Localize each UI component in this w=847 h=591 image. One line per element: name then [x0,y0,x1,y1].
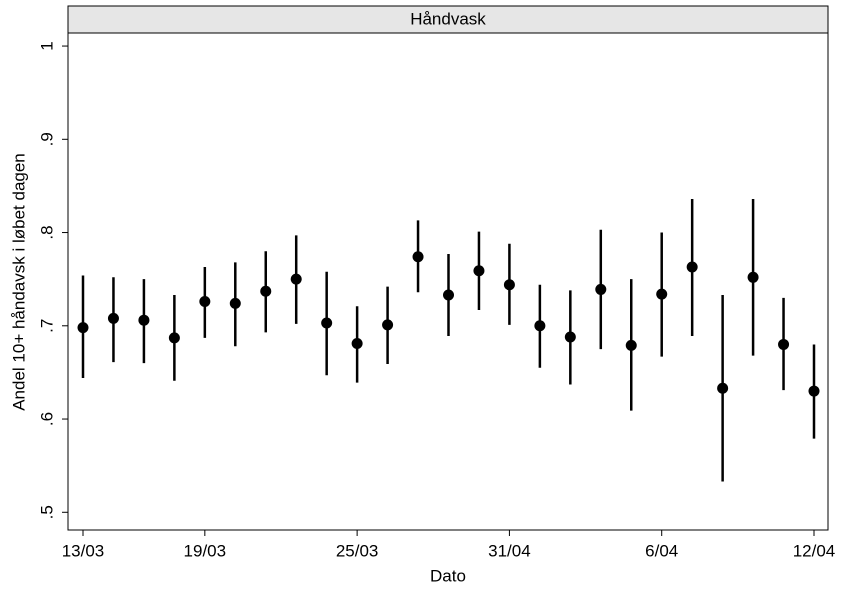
y-tick-label: .9 [37,132,56,146]
point [382,319,394,331]
point [717,382,729,394]
x-axis-label: Dato [430,566,466,585]
y-tick-label: .7 [37,319,56,333]
point [778,338,790,350]
point [138,314,150,326]
x-tick-label: 6/04 [645,541,678,560]
point [808,385,820,397]
x-tick-label: 25/03 [336,541,379,560]
point [229,297,241,309]
chart-title: Håndvask [410,9,486,28]
point [351,338,363,350]
plot-frame [67,32,829,531]
y-tick-label: .5 [37,505,56,519]
point [747,271,759,283]
point [199,296,211,308]
y-tick-label: 1 [37,41,56,50]
point [168,332,180,344]
x-tick-label: 19/03 [184,541,227,560]
point [625,339,637,351]
point [564,331,576,343]
x-tick-label: 12/04 [793,541,836,560]
point [686,261,698,273]
point [443,289,454,301]
point [412,251,424,263]
point [77,322,89,334]
point [595,283,607,295]
y-tick-label: .6 [37,412,56,426]
point [473,265,485,277]
point [260,285,272,297]
point [534,320,546,332]
point [290,273,302,285]
y-tick-label: .8 [37,225,56,239]
panel-header [67,5,829,34]
point [107,312,119,324]
point [503,279,515,291]
x-tick-label: 31/04 [488,541,531,560]
point [656,288,668,300]
y-axis-label: Andel 10+ håndavsk i løbet dagen [9,153,28,411]
point [321,317,333,329]
x-tick-label: 13/03 [62,541,105,560]
